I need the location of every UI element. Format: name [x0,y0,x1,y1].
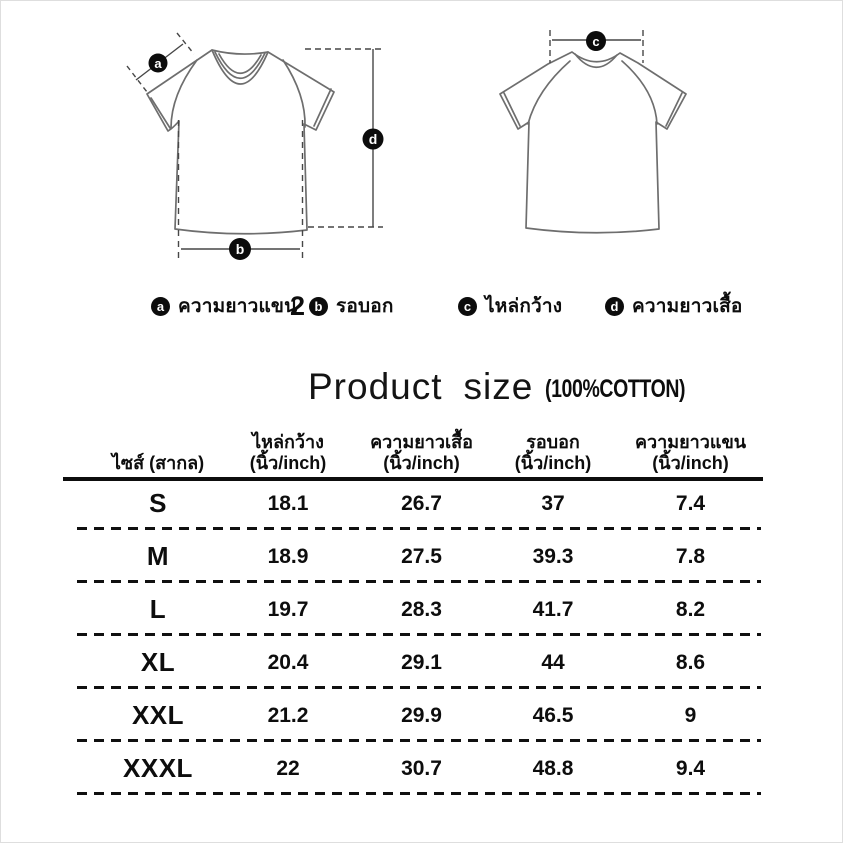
legend-marker-letter: c [463,298,472,314]
marker-d-icon: d [605,296,624,316]
marker-a-icon: a [151,296,170,316]
back-shirt-drawing [499,51,687,234]
size-cell: XXL [131,700,185,730]
legend-item-chest: 2 b รอบอก [290,291,394,321]
table-row: L 19.7 28.3 41.7 8.2 [63,583,763,636]
size-cell: L [149,594,167,624]
front-shirt-drawing [146,49,335,235]
legend-item-shirt-length: d ความยาวเสื้อ [605,291,743,321]
size-table: ไซส์ (สากล) ไหล่กว้าง (นิ้ว/inch) ความยา… [63,430,763,795]
value-cell: 27.5 [401,544,442,568]
table-row: S 18.1 26.7 37 7.4 [63,477,763,530]
value-cell: 22 [276,756,300,780]
value-cell: 9.4 [675,756,706,780]
column-header-name: ความยาวเสื้อ [370,432,473,452]
value-cell: 39.3 [532,544,574,568]
column-header-shoulder: ไหล่กว้าง (นิ้ว/inch) [221,432,355,474]
legend-marker-letter: a [156,298,165,314]
size-cell: M [146,541,170,571]
column-header-sleeve: ความยาวแขน (นิ้ว/inch) [618,432,763,474]
value-cell: 9 [684,703,697,727]
value-cell: 19.7 [267,597,309,621]
table-header-row: ไซส์ (สากล) ไหล่กว้าง (นิ้ว/inch) ความยา… [63,430,763,481]
size-cell: XL [140,647,176,677]
tshirt-measurement-diagram: a b c d [126,30,687,262]
value-cell: 28.3 [401,597,442,621]
marker-a-badge [148,53,168,73]
column-header-length: ความยาวเสื้อ (นิ้ว/inch) [355,432,488,474]
marker-a-badge-label: a [154,56,162,71]
value-cell: 7.8 [675,544,706,568]
column-header-size: ไซส์ (สากล) [111,453,205,473]
legend-marker-letter: b [314,298,323,314]
value-cell: 18.9 [267,544,309,568]
column-header-unit: (นิ้ว/inch) [383,453,460,473]
sleeve-measure-tick [176,32,195,55]
column-header-unit: (นิ้ว/inch) [514,453,592,473]
value-cell: 46.5 [532,703,574,727]
marker-c-icon: c [458,296,477,316]
table-row: XXXL 22 30.7 48.8 9.4 [63,742,763,795]
value-cell: 18.1 [267,491,309,515]
sleeve-measure-tick [126,65,148,93]
page-title: Product size (100%COTTON) [308,366,725,408]
value-cell: 41.7 [532,597,574,621]
value-cell: 29.9 [401,703,442,727]
title-word: size [463,366,534,407]
table-row: XXL 21.2 29.9 46.5 9 [63,689,763,742]
marker-badges: a b c d [148,31,606,260]
marker-b-icon: b [309,296,329,316]
column-header-name: ความยาวแขน [634,432,747,452]
legend-label: รอบอก [336,296,394,317]
legend-label: ความยาวเสื้อ [632,296,743,317]
legend-item-sleeve-length: a ความยาวแขน [151,291,297,321]
value-cell: 8.2 [675,597,706,621]
marker-b-badge [229,238,251,260]
column-header-unit: (นิ้ว/inch) [652,453,729,473]
marker-d-badge [362,128,384,150]
value-cell: 8.6 [675,650,706,674]
column-header-unit: (นิ้ว/inch) [249,453,327,473]
column-header-name: ไหล่กว้าง [252,432,324,452]
value-cell: 26.7 [401,491,442,515]
title-material-note: (100%COTTON) [545,375,686,403]
legend-label: ความยาวแขน [178,296,298,317]
value-cell: 29.1 [401,650,442,674]
marker-c-badge-label: c [592,34,599,49]
legend-item-shoulder-width: c ไหล่กว้าง [458,291,562,321]
marker-c-badge [586,31,606,51]
size-cell: S [149,488,167,518]
value-cell: 21.2 [267,703,309,727]
size-cell: XXXL [123,753,193,783]
table-row: M 18.9 27.5 39.3 7.8 [63,530,763,583]
value-cell: 48.8 [532,756,574,780]
value-cell: 37 [541,491,565,515]
legend-label: ไหล่กว้าง [485,296,563,317]
legend-multiplier: 2 [290,290,306,321]
title-word: Product [308,366,443,407]
legend-marker-letter: d [610,298,619,314]
value-cell: 20.4 [267,650,309,674]
marker-d-badge-label: d [369,131,378,147]
column-header-chest: รอบอก (นิ้ว/inch) [488,432,618,474]
marker-b-badge-label: b [236,241,245,257]
value-cell: 30.7 [401,756,442,780]
table-row: XL 20.4 29.1 44 8.6 [63,636,763,689]
column-header-name: รอบอก [526,432,580,452]
value-cell: 44 [541,650,565,674]
value-cell: 7.4 [675,491,706,515]
